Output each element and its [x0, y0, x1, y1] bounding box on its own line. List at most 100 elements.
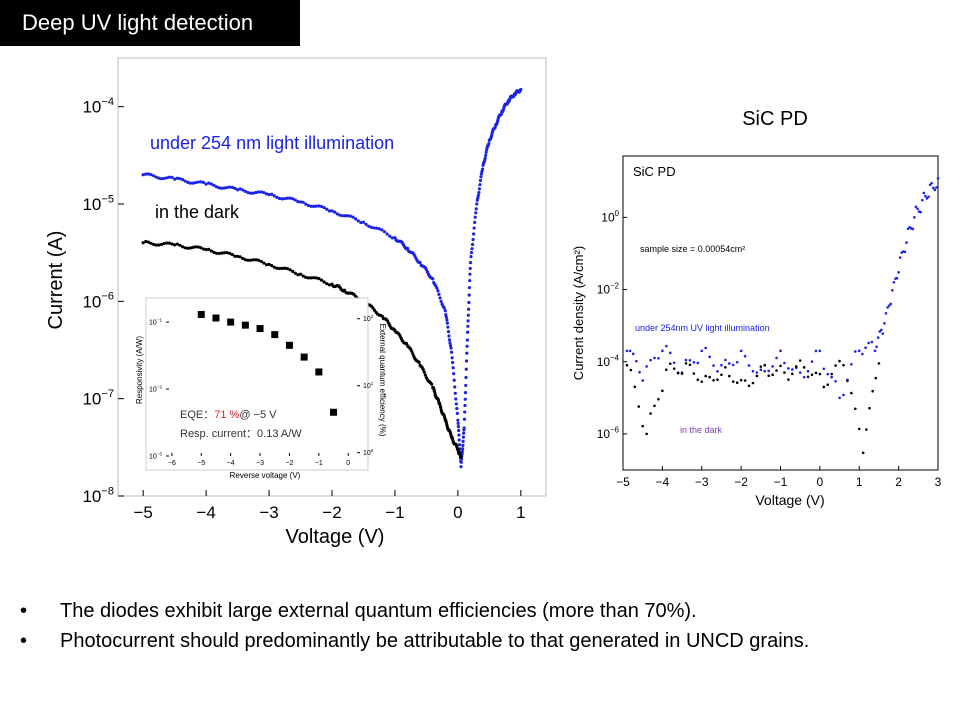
data-point [763, 363, 767, 367]
data-point [444, 420, 448, 425]
data-point [712, 378, 715, 382]
data-point [165, 241, 169, 245]
sic-x-axis-label: Voltage (V) [755, 492, 824, 508]
x-tick-label: 0 [817, 475, 824, 489]
data-point [629, 368, 633, 372]
data-point [838, 359, 841, 363]
data-point [270, 192, 274, 196]
data-point [464, 359, 469, 363]
data-point [743, 354, 747, 358]
data-point [846, 379, 849, 383]
data-point [471, 237, 475, 242]
data-point [802, 375, 806, 379]
data-point [280, 197, 284, 201]
data-point [463, 391, 468, 395]
sic-chart-frame [622, 155, 939, 471]
data-point [430, 382, 434, 386]
data-point [470, 242, 475, 247]
data-point [720, 363, 723, 367]
data-point [657, 397, 660, 401]
data-point [170, 242, 174, 246]
data-point [256, 190, 261, 194]
data-point [165, 176, 169, 180]
data-point [462, 431, 466, 435]
data-point [850, 391, 853, 395]
data-point [445, 321, 449, 325]
data-point [468, 261, 473, 265]
data-point [814, 371, 818, 375]
data-point [438, 296, 442, 300]
data-point [830, 372, 833, 376]
data-point [919, 210, 922, 214]
data-point [304, 202, 308, 206]
data-point [735, 381, 739, 384]
data-point [914, 205, 918, 209]
data-point [186, 246, 190, 250]
data-point [881, 332, 885, 335]
data-point [382, 230, 387, 234]
data-point [791, 372, 794, 376]
data-point [288, 196, 292, 200]
data-point [183, 179, 187, 183]
data-point [519, 87, 523, 92]
data-point [141, 173, 145, 177]
data-point [665, 368, 668, 372]
data-point [178, 176, 182, 181]
data-point [775, 369, 778, 372]
main-x-axis-label: Voltage (V) [286, 526, 385, 548]
data-point [364, 222, 368, 226]
data-point [483, 156, 487, 160]
data-point [267, 192, 271, 197]
data-point [227, 318, 235, 326]
x-tick-label: 0 [453, 503, 462, 522]
data-point [798, 359, 802, 362]
data-point [700, 380, 704, 383]
data-point [444, 315, 448, 319]
data-point [246, 258, 250, 262]
data-point [180, 245, 185, 249]
data-point [468, 266, 472, 271]
data-point [438, 405, 443, 409]
data-point [356, 219, 360, 223]
data-point [453, 391, 457, 395]
data-point [465, 351, 469, 355]
data-point [692, 372, 696, 375]
data-point [405, 246, 410, 250]
data-point [478, 183, 482, 187]
x-tick-label: 1 [516, 503, 525, 522]
data-point [230, 253, 234, 257]
x-tick-label: −3 [695, 475, 709, 489]
data-point [700, 349, 704, 353]
bullet-text: The diodes exhibit large external quantu… [60, 600, 697, 622]
data-point [451, 366, 455, 370]
data-point [473, 215, 477, 219]
data-point [798, 371, 802, 374]
data-point [484, 153, 488, 157]
data-point [228, 185, 232, 189]
data-point [459, 460, 463, 464]
data-point [814, 349, 818, 353]
data-point [196, 180, 200, 184]
data-point [228, 251, 232, 255]
data-point [256, 325, 264, 333]
data-point [638, 370, 641, 374]
data-point [270, 263, 274, 268]
data-point [688, 359, 692, 362]
data-point [167, 241, 172, 245]
data-point [309, 204, 313, 208]
data-point [470, 247, 474, 251]
data-point [380, 228, 384, 232]
data-point [259, 259, 263, 264]
x-tick-label: 2 [895, 475, 902, 489]
data-point [300, 353, 308, 361]
data-point [476, 196, 480, 200]
data-point [312, 276, 316, 280]
data-point [280, 266, 284, 270]
data-point [455, 406, 459, 411]
data-point [464, 383, 468, 388]
data-point [306, 276, 310, 280]
data-point [708, 375, 711, 379]
data-point [452, 372, 456, 376]
data-point [628, 349, 632, 353]
x-tick-label: −2 [734, 475, 748, 489]
